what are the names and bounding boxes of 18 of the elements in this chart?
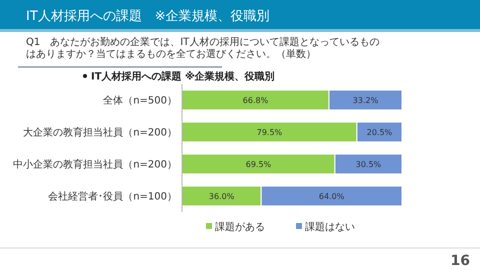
legend-label: 課題がある bbox=[215, 221, 265, 233]
data-label: 66.8% bbox=[242, 96, 269, 105]
data-label: 20.5% bbox=[366, 128, 393, 137]
text: 16 bbox=[450, 253, 470, 269]
y-tick-label: 大企業の教育担当社員（n=200） bbox=[23, 126, 177, 138]
data-label: 36.0% bbox=[208, 192, 235, 201]
legend-label: 課題はない bbox=[305, 221, 355, 233]
chart-subtitle: Q1 あなたがお勤めの企業では、IT人材の採用について課題となっているものはありますか？当てはまるものを全てお選びください。（単数） bbox=[26, 36, 380, 60]
data-label: 69.5% bbox=[246, 160, 272, 169]
data-label: 33.2% bbox=[352, 96, 379, 105]
data-label: 30.5% bbox=[356, 160, 382, 169]
y-tick-label: 会社経営者･役員（n=100） bbox=[48, 190, 177, 202]
data-label: 64.0% bbox=[318, 192, 345, 201]
y-tick-label: 全体（n=500） bbox=[103, 94, 177, 106]
y-tick-label: 中小企業の教育担当社員（n=200） bbox=[13, 158, 177, 170]
data-label: 79.5% bbox=[256, 128, 283, 137]
chart-title: IT人材採用への課題 ※企業規模、役職別 bbox=[26, 9, 270, 24]
text: IT人材採用への課題 ※企業規模、役職別 bbox=[91, 70, 275, 82]
